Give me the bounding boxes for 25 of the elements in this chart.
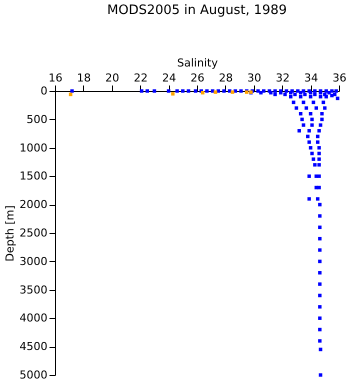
x-tick-label: 32 (276, 72, 290, 84)
x-tick-label: 28 (218, 72, 233, 84)
x-tick-label: 16 (48, 72, 62, 84)
x-tick-label: 36 (332, 72, 346, 84)
chart-title: MODS2005 in August, 1989 (107, 3, 287, 18)
x-tick-label: 22 (134, 72, 148, 84)
y-tick-label: 3000 (20, 254, 48, 268)
y-tick-label: 3500 (20, 283, 48, 296)
y-tick-label: 5000 (20, 368, 48, 382)
y-tick-label: 1000 (20, 141, 48, 154)
x-tick-label: 34 (304, 72, 318, 84)
y-tick-label: 0 (40, 84, 48, 98)
x-axis-title: Salinity (177, 56, 218, 70)
x-tick-label: 20 (105, 72, 120, 84)
y-tick-label: 1500 (20, 170, 48, 183)
y-tick-label: 4000 (20, 312, 48, 325)
x-tick-label: 18 (76, 72, 91, 84)
y-tick-label: 4500 (20, 340, 48, 354)
x-tick-label: 30 (247, 72, 262, 84)
y-axis-title: Depth [m] (4, 205, 17, 262)
y-tick-label: 500 (26, 112, 48, 126)
y-tick-label: 2000 (20, 198, 48, 212)
y-tick-label: 2500 (20, 226, 48, 240)
x-tick-label: 26 (190, 72, 204, 84)
x-tick-label: 24 (162, 72, 176, 84)
